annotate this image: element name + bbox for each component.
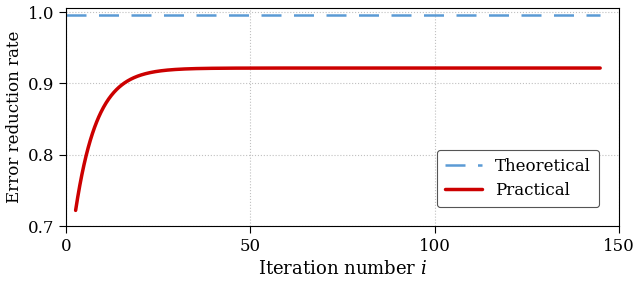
Practical [284, 66, 292, 70]
Practical [490, 66, 498, 70]
Practical [125, 78, 133, 82]
Line: Practical: Practical [76, 68, 600, 210]
Legend: Theoretical, Practical: Theoretical, Practical [436, 150, 599, 207]
Practical [303, 66, 310, 70]
X-axis label: Iteration number $i$: Iteration number $i$ [258, 260, 427, 278]
Practical [481, 66, 488, 70]
Y-axis label: Error reduction rate: Error reduction rate [6, 31, 22, 203]
Practical [72, 209, 79, 212]
Practical [596, 66, 604, 70]
Practical [432, 66, 440, 70]
